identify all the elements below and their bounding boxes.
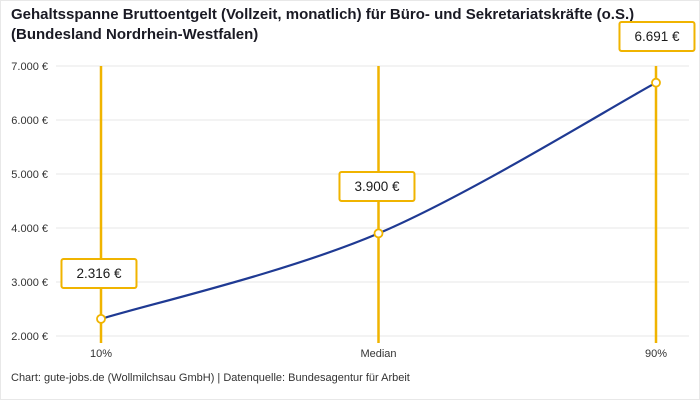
y-tick-label: 6.000 € bbox=[11, 115, 48, 127]
point-marker-Median bbox=[373, 228, 384, 239]
callout-90th-percentile: 6.691 € bbox=[618, 21, 696, 52]
y-tick-label: 7.000 € bbox=[11, 61, 48, 73]
chart-svg: 2.000 € 3.000 € 4.000 € 5.000 € 6.000 € 7.000… bbox=[11, 61, 689, 360]
y-tick-label: 5.000 € bbox=[11, 169, 48, 181]
callout-10th-percentile: 2.316 € bbox=[60, 258, 138, 289]
chart-title: Gehaltsspanne Bruttoentgelt (Vollzeit, m… bbox=[11, 6, 635, 44]
x-tick-label: 90% bbox=[645, 348, 667, 360]
callout-median: 3.900 € bbox=[338, 171, 416, 202]
point-marker-10% bbox=[96, 313, 106, 324]
point-marker-90% bbox=[651, 77, 661, 88]
chart-source-attribution: Chart: gute-jobs.de (Wollmilchsau GmbH) … bbox=[11, 372, 410, 384]
y-tick-label: 2.000 € bbox=[11, 331, 48, 343]
y-tick-label: 3.000 € bbox=[11, 277, 48, 289]
y-tick-label: 4.000 € bbox=[11, 223, 48, 235]
x-tick-label: Median bbox=[360, 348, 396, 360]
x-tick-label: 10% bbox=[90, 348, 112, 360]
